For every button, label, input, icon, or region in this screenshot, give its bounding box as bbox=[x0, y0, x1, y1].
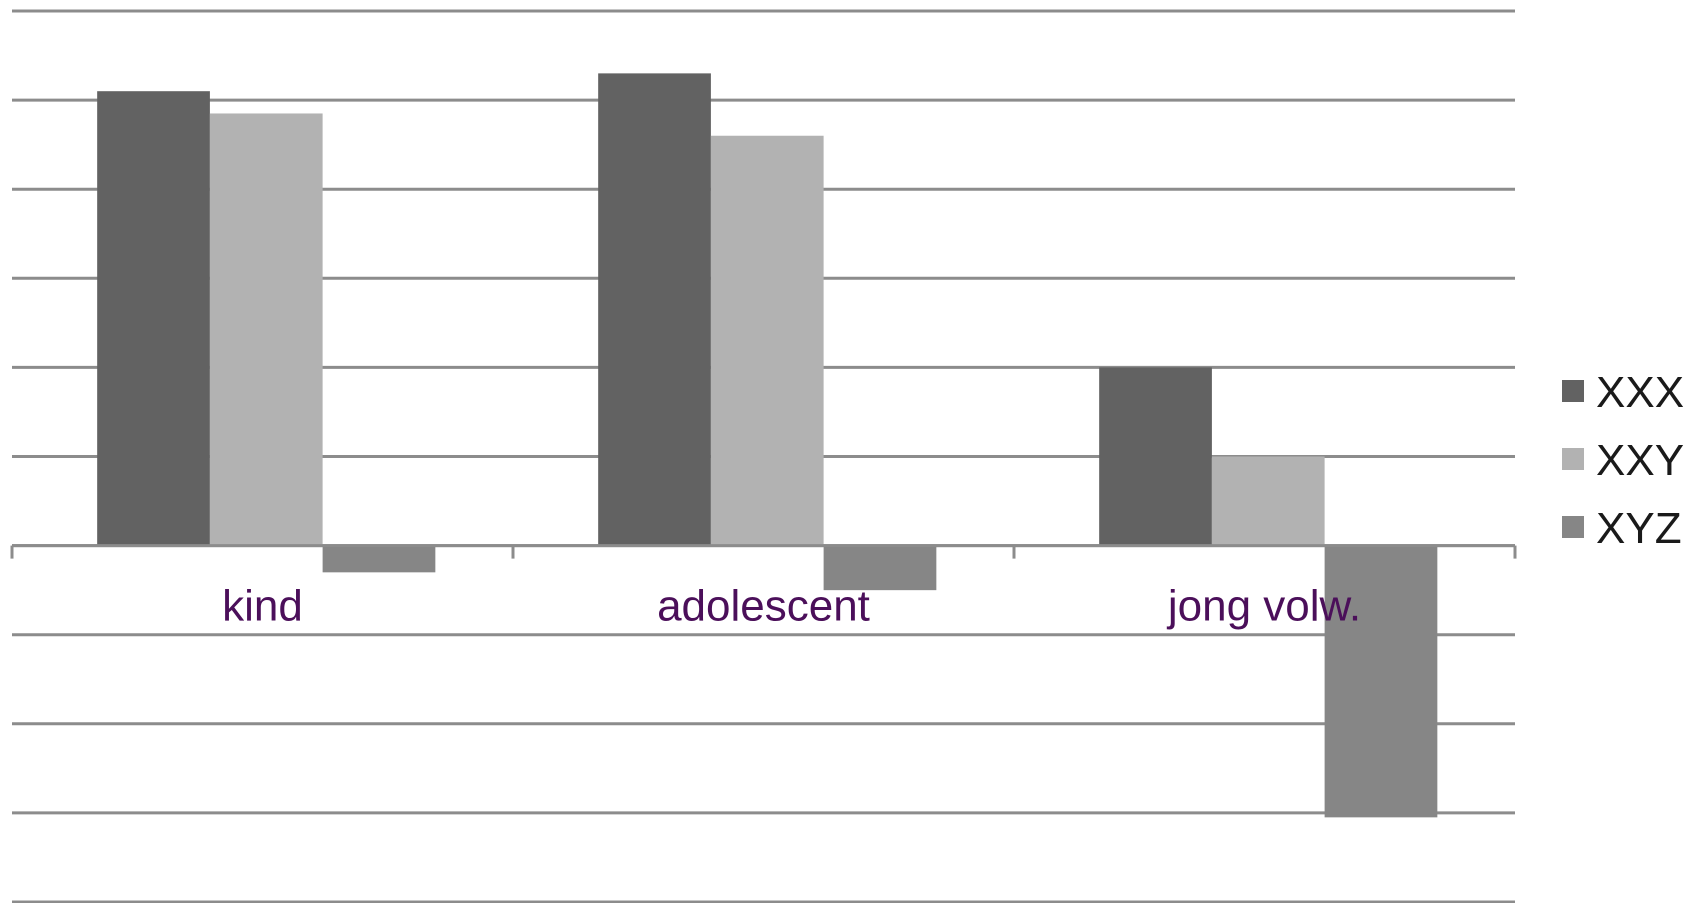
bar-xyz-1 bbox=[322, 545, 436, 573]
bar-xyz-2 bbox=[823, 545, 937, 591]
legend-label: XXX bbox=[1596, 368, 1684, 417]
legend: XXX XXY XYZ bbox=[1562, 368, 1684, 553]
bars bbox=[97, 73, 1438, 818]
bar-xxx-3 bbox=[1099, 367, 1212, 546]
bar-xxy-1 bbox=[209, 113, 323, 546]
category-label: adolescent bbox=[657, 582, 870, 631]
legend-swatch bbox=[1562, 380, 1584, 402]
legend-label: XYZ bbox=[1596, 504, 1682, 553]
bar-xxx-1 bbox=[97, 91, 210, 546]
bar-xxy-3 bbox=[1211, 456, 1325, 546]
bar-xxy-2 bbox=[710, 135, 824, 546]
legend-swatch bbox=[1562, 516, 1584, 538]
category-label: kind bbox=[222, 582, 303, 631]
x-axis bbox=[10, 544, 1517, 559]
bar-xxx-2 bbox=[598, 73, 711, 546]
legend-label: XXY bbox=[1596, 436, 1684, 485]
bar-xyz-3 bbox=[1324, 545, 1438, 818]
legend-swatch bbox=[1562, 448, 1584, 470]
category-label: jong volw. bbox=[1166, 582, 1361, 631]
category-labels: kind adolescent jong volw. bbox=[222, 582, 1361, 631]
